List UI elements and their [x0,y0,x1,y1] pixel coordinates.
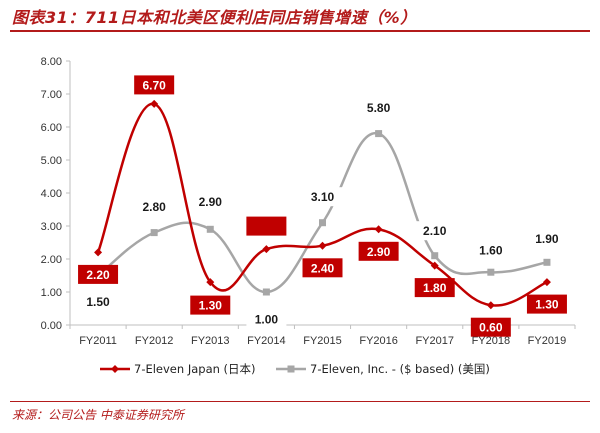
data-label-japan-box [414,278,455,298]
y-tick-label: 4.00 [41,188,62,200]
legend-marker-japan [111,365,119,373]
data-point-us [150,229,158,237]
data-label-japan: 1.30 [199,299,223,313]
series-line-us [97,132,548,294]
data-point-us [375,130,383,138]
data-label-us: 1.50 [86,295,110,309]
data-point-japan [262,245,271,254]
data-point-japan [94,248,103,257]
x-tick-label: FY2011 [79,335,117,347]
legend-label-us: 7-Eleven, Inc. - ($ based) (美国) [310,362,490,376]
y-tick-label: 8.00 [41,56,62,68]
x-tick-label: FY2017 [415,335,454,347]
data-point-us [206,225,214,233]
data-label-japan-box [302,258,343,278]
data-label-us-box [134,197,175,217]
data-label-us-box [470,240,511,260]
data-label-us: 1.00 [255,313,279,327]
data-point-us [319,219,326,227]
y-tick-label: 6.00 [41,122,62,134]
y-tick-label: 0.00 [41,320,62,332]
data-label-japan: 2.40 [311,261,335,275]
y-tick-label: 3.00 [41,221,62,233]
data-label-japan: 1.30 [535,298,559,312]
data-label-japan: 1.80 [423,281,447,295]
data-point-japan [430,261,439,270]
data-point-japan [318,241,327,250]
chart-axes: 0.00 1.00 2.00 3.00 4.00 5.00 6.00 7.00 8.00 FY20… [41,56,576,347]
data-label-japan-box [190,295,231,315]
title-rule [10,30,590,32]
chart-data-labels: 1.50 2.80 2.90 1.00 3.10 5.80 2.10 1.60 1.90 2.20… [78,75,567,337]
x-tick-label: FY2016 [359,335,398,347]
data-point-japan [206,278,215,287]
data-label-us-box [190,191,231,211]
data-label-japan-box [246,216,287,236]
data-label-us: 1.90 [535,232,559,246]
x-tick-label: FY2013 [191,335,230,347]
data-label-us-box [526,228,567,248]
x-tick-label: FY2012 [135,335,174,347]
legend-label-japan: 7-Eleven Japan (日本) [134,362,256,376]
x-tick-label: FY2015 [303,335,342,347]
data-label-japan: 6.70 [142,78,166,92]
data-point-japan [150,99,159,108]
data-point-us [543,258,551,266]
data-label-us-box [246,309,287,329]
data-label-japan: 0.60 [479,321,503,335]
data-label-us: 3.10 [311,190,335,204]
line-chart: 0.00 1.00 2.00 3.00 4.00 5.00 6.00 7.00 8.00 FY20… [41,56,576,376]
data-label-us: 1.60 [479,244,503,258]
y-tick-label: 2.00 [41,254,62,266]
y-tick-label: 7.00 [41,89,62,101]
x-tick-label: FY2014 [247,335,286,347]
data-point-japan [542,278,551,287]
data-label-japan-box [526,294,567,314]
chart-series-lines [94,99,551,310]
data-label-us: 2.90 [199,195,223,209]
data-label-japan-box [470,317,511,337]
chart-title: 图表31：711日本和北美区便利店同店销售增速（%） [12,8,417,27]
data-label-us: 5.80 [367,101,391,115]
data-label-japan-box [358,241,399,261]
data-label-japan-box [134,75,175,95]
legend-marker-us [287,365,295,373]
y-tick-label: 1.00 [41,287,62,299]
data-label-japan-box [78,264,119,284]
x-tick-label: FY2018 [472,335,511,347]
y-tick-label: 5.00 [41,155,62,167]
data-label-us: 2.10 [423,224,447,238]
data-point-japan [486,301,495,310]
data-point-us [431,252,439,260]
data-label-us: 2.80 [142,200,166,214]
data-label-us-box [358,98,399,118]
chart-legend: 7-Eleven Japan (日本) 7-Eleven, Inc. - ($ b… [100,362,490,376]
data-point-us [487,268,495,276]
data-label-japan: 2.90 [367,245,391,259]
data-label-us-box [302,187,343,207]
data-point-japan [374,225,383,234]
source-note: 来源：公司公告 中泰证券研究所 [12,408,184,422]
data-point-us [262,288,270,296]
x-tick-label: FY2019 [528,335,567,347]
data-label-japan: 2.20 [86,268,110,282]
data-label-us-box [414,221,455,241]
source-rule [10,401,590,402]
data-label-us-box [78,292,119,311]
